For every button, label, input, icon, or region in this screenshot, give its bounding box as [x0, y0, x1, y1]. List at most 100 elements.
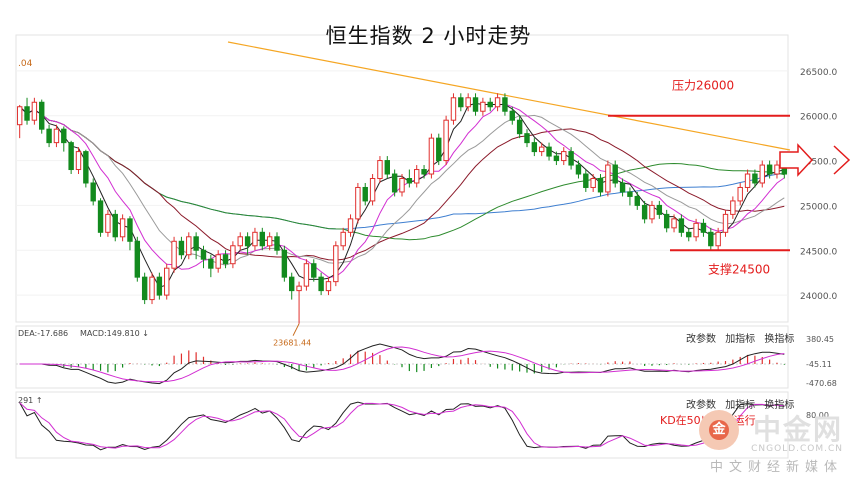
candle-up	[649, 204, 655, 220]
candle-up	[377, 160, 383, 179]
candle-up	[774, 164, 780, 175]
watermark-url: CNGOLD.COM.CN	[751, 444, 843, 454]
candle-down	[178, 240, 185, 256]
candle-down	[90, 182, 96, 202]
candle-down	[141, 276, 148, 301]
macd-dif-line	[19, 343, 785, 385]
candle-down	[193, 236, 199, 251]
candle-up	[413, 169, 420, 184]
candle-down	[516, 119, 523, 135]
watermark-brand: 中金网	[752, 413, 843, 446]
y-tick-label: 26000.0	[800, 113, 837, 123]
candle-up	[737, 186, 743, 202]
kd-plot-frame	[15, 391, 789, 459]
watermark-sub: 中文财经新媒体	[709, 460, 843, 475]
candle-up	[75, 151, 82, 171]
kd-tool-0[interactable]: 改参数	[686, 400, 716, 411]
candle-down	[127, 218, 133, 242]
candle-down	[311, 263, 317, 278]
candle-down	[391, 173, 398, 193]
candle-down	[61, 128, 67, 144]
candle-up	[759, 164, 765, 184]
macd-tool-0[interactable]: 改参数	[686, 334, 716, 345]
kd-tool-1[interactable]: 加指标	[725, 400, 756, 411]
candle-down	[575, 164, 582, 175]
candle-up	[480, 101, 486, 112]
candle-down	[68, 142, 74, 171]
chart-title: 恒生指数 2 小时走势	[325, 24, 532, 48]
candle-down	[97, 200, 104, 233]
candle-up	[443, 119, 449, 162]
candle-down	[436, 137, 442, 162]
candle-up	[715, 231, 721, 247]
candle-down	[458, 97, 464, 108]
kd-tool-2[interactable]: 换指标	[764, 400, 795, 411]
candle-down	[112, 213, 118, 238]
candle-down	[259, 231, 266, 247]
candle-down	[708, 231, 714, 247]
support-label: 支撑24500	[708, 261, 770, 276]
ma-line-orange	[227, 41, 791, 151]
low-marker-arrow	[292, 323, 300, 336]
candle-up	[369, 178, 376, 202]
candle-down	[406, 178, 413, 184]
resistance-label: 压力26000	[672, 79, 734, 93]
macd-y-tick: -470.68	[806, 379, 837, 388]
candle-down	[208, 258, 214, 269]
candle-down	[384, 160, 391, 175]
candle-down	[641, 204, 648, 220]
arrow-right-icon	[779, 143, 814, 177]
candle-down	[289, 276, 295, 292]
candle-up	[16, 106, 23, 126]
candle-down	[766, 164, 773, 175]
kd-k-line	[19, 401, 785, 451]
candle-up	[671, 218, 677, 229]
candle-down	[281, 249, 288, 278]
candle-up	[230, 245, 236, 265]
candle-down	[222, 254, 229, 265]
macd-tool-2[interactable]: 换指标	[764, 334, 795, 345]
candle-up	[722, 213, 729, 233]
chevron-right-icon	[833, 145, 851, 175]
candle-down	[509, 110, 515, 121]
candle-up	[744, 173, 751, 188]
ma-line-blue	[19, 106, 785, 230]
candle-up	[325, 281, 332, 292]
candle-up	[561, 151, 567, 162]
candle-up	[538, 146, 545, 153]
candle-up	[119, 218, 126, 238]
candle-down	[678, 218, 685, 233]
candle-up	[149, 276, 155, 301]
macd-label: MACD:149.810 ↓	[80, 329, 149, 338]
candle-up	[296, 285, 302, 292]
macd-dea-line	[19, 346, 785, 383]
y-tick-label: 24500.0	[800, 247, 837, 257]
candle-down	[318, 276, 324, 292]
kd-label: 291 ↑	[18, 396, 43, 405]
candle-down	[134, 240, 141, 278]
candle-up	[494, 97, 501, 108]
top-left-label: .04	[18, 59, 33, 69]
candle-down	[200, 249, 207, 260]
candle-up	[31, 101, 38, 121]
candle-down	[553, 155, 560, 162]
candle-up	[266, 236, 273, 247]
main-plot-frame	[15, 34, 789, 323]
candle-down	[421, 169, 427, 175]
candle-up	[186, 236, 192, 256]
candle-down	[583, 173, 589, 188]
candle-up	[450, 97, 457, 121]
candle-up	[590, 178, 596, 188]
candle-down	[244, 236, 251, 247]
candle-up	[164, 267, 170, 296]
candle-down	[619, 182, 626, 193]
macd-tool-1[interactable]: 加指标	[725, 334, 756, 345]
candle-down	[686, 231, 692, 238]
candle-down	[39, 101, 45, 130]
candle-up	[252, 231, 258, 247]
candle-up	[605, 164, 611, 193]
macd-dea-label: DEA:-17.686	[18, 329, 68, 338]
candle-up	[693, 222, 699, 238]
ma-line-darkred	[19, 106, 785, 261]
candle-down	[700, 222, 707, 233]
